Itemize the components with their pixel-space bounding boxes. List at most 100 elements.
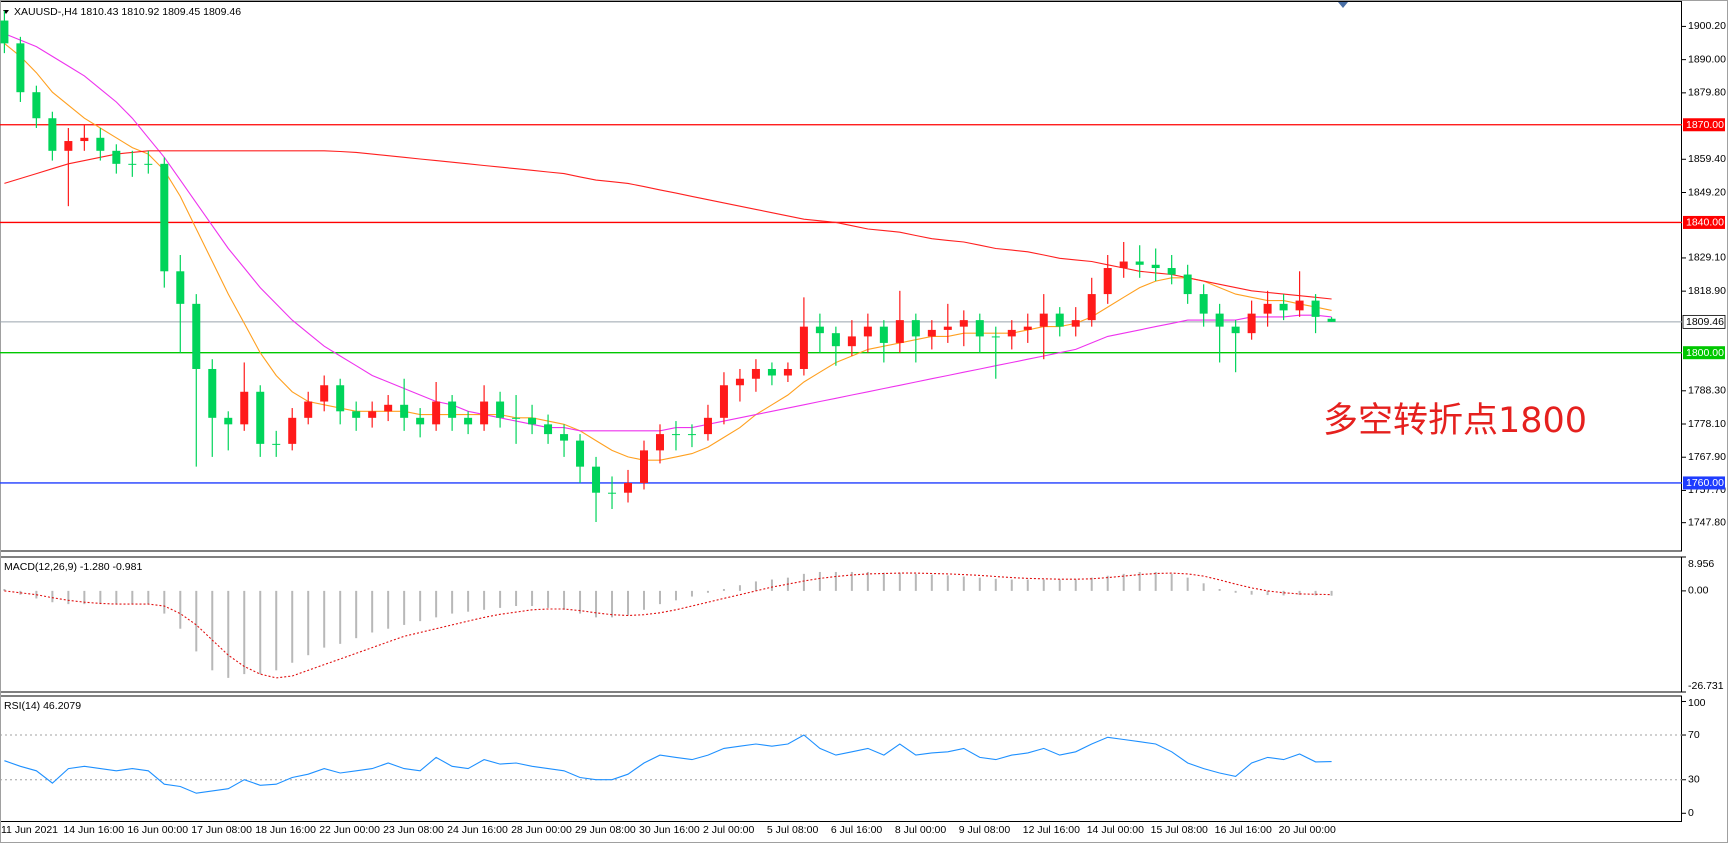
macd-bar: [1186, 577, 1189, 591]
macd-bar: [1282, 590, 1285, 596]
macd-bar: [83, 590, 86, 605]
candle-body: [815, 326, 824, 334]
candle-body: [272, 443, 281, 445]
candle-body: [544, 424, 553, 435]
candle-body: [624, 482, 633, 493]
macd-bar: [211, 590, 214, 671]
candle-body: [975, 320, 984, 337]
level-label: 1840.00: [1686, 217, 1724, 229]
x-tick-label: 20 Jul 00:00: [1279, 824, 1336, 836]
candle-body: [1055, 313, 1064, 327]
macd-bar: [531, 590, 534, 607]
candle-body: [1007, 329, 1016, 337]
candle-body: [1183, 274, 1192, 295]
candle-body: [208, 368, 217, 418]
candle-body: [448, 401, 457, 418]
x-tick-label: 29 Jun 08:00: [575, 824, 636, 836]
pane-title: MACD(12,26,9) -1.280 -0.981: [4, 561, 142, 573]
candle-body: [1039, 313, 1048, 327]
macd-bar: [515, 590, 518, 607]
candle-body: [464, 417, 473, 425]
annotation: 多空转折点1800: [1323, 401, 1587, 441]
candle-body: [863, 326, 872, 337]
candle-body: [703, 417, 712, 435]
macd-bar: [419, 590, 422, 622]
level-label: 1760.00: [1686, 477, 1724, 489]
rsi-line: [4, 734, 1332, 794]
x-tick-label: 15 Jul 08:00: [1151, 824, 1208, 836]
candle-body: [176, 271, 185, 304]
macd-bar: [547, 590, 550, 608]
macd-bar: [1154, 571, 1157, 591]
macd-bar: [946, 575, 949, 591]
candle-body: [879, 326, 888, 343]
candle-body: [751, 368, 760, 379]
x-tick-label: 30 Jun 16:00: [639, 824, 700, 836]
candle-body: [384, 404, 393, 412]
macd-bar: [595, 590, 598, 618]
macd-bar: [1202, 583, 1205, 591]
level-label-box: [1683, 476, 1725, 490]
y-tick-label: -26.731: [1688, 680, 1724, 692]
candle-body: [32, 92, 41, 119]
macd-bar: [1170, 573, 1173, 591]
candle-body: [1167, 268, 1176, 275]
macd-bar: [738, 585, 741, 591]
macd-bar: [643, 590, 645, 610]
candle-body: [799, 326, 808, 369]
y-tick-label: 1879.80: [1688, 87, 1726, 99]
candle-body: [1023, 326, 1032, 330]
macd-bar: [1314, 590, 1317, 596]
price-label: 1809.46: [1686, 316, 1724, 328]
macd-bar: [627, 590, 630, 616]
moving-average: [4, 42, 1332, 461]
candle-body: [480, 401, 489, 425]
candle-body: [1327, 318, 1336, 322]
y-tick-label: 1818.90: [1688, 285, 1726, 297]
macd-bar: [802, 573, 805, 591]
x-tick-label: 17 Jun 08:00: [191, 824, 252, 836]
y-tick-label: 8.956: [1688, 558, 1714, 570]
macd-bar: [770, 579, 773, 591]
macd-bar: [483, 590, 486, 610]
macd-bar: [323, 590, 326, 648]
y-tick-label: 1778.10: [1688, 418, 1726, 430]
macd-bar: [706, 590, 709, 593]
candle-body: [240, 391, 249, 425]
y-tick-label: 100: [1688, 697, 1706, 709]
candle-body: [991, 336, 1000, 338]
candle-body: [927, 329, 936, 337]
candle-body: [560, 434, 569, 441]
price-label-box: [1682, 314, 1726, 329]
candle-body: [911, 320, 920, 337]
y-tick-label: 1859.40: [1688, 153, 1726, 165]
candle-body: [1119, 261, 1128, 269]
macd-bar: [962, 576, 965, 591]
candle-body: [320, 385, 329, 402]
x-tick-label: 24 Jun 16:00: [447, 824, 508, 836]
macd-bar: [259, 590, 262, 675]
x-tick-label: 16 Jun 00:00: [127, 824, 188, 836]
macd-bar: [1266, 590, 1269, 596]
macd-bar: [1058, 579, 1061, 591]
candle-body: [304, 401, 313, 418]
candle-body: [16, 43, 25, 93]
macd-bar: [1138, 571, 1141, 591]
y-tick-label: 1829.10: [1688, 252, 1726, 264]
macd-bar: [1234, 590, 1237, 593]
level-label-box: [1683, 118, 1725, 132]
macd-bar: [115, 590, 118, 605]
macd-bar: [243, 590, 246, 675]
y-tick-label: 1747.80: [1688, 516, 1726, 528]
candle-body: [831, 333, 840, 347]
macd-bar: [1090, 577, 1093, 591]
macd-bar: [163, 590, 166, 614]
candle-body: [1071, 320, 1080, 327]
candle-body: [48, 118, 57, 151]
y-tick-label: 1849.20: [1688, 186, 1726, 198]
candle-body: [288, 417, 297, 444]
macd-bar: [1122, 573, 1125, 591]
candle-body: [144, 163, 153, 165]
